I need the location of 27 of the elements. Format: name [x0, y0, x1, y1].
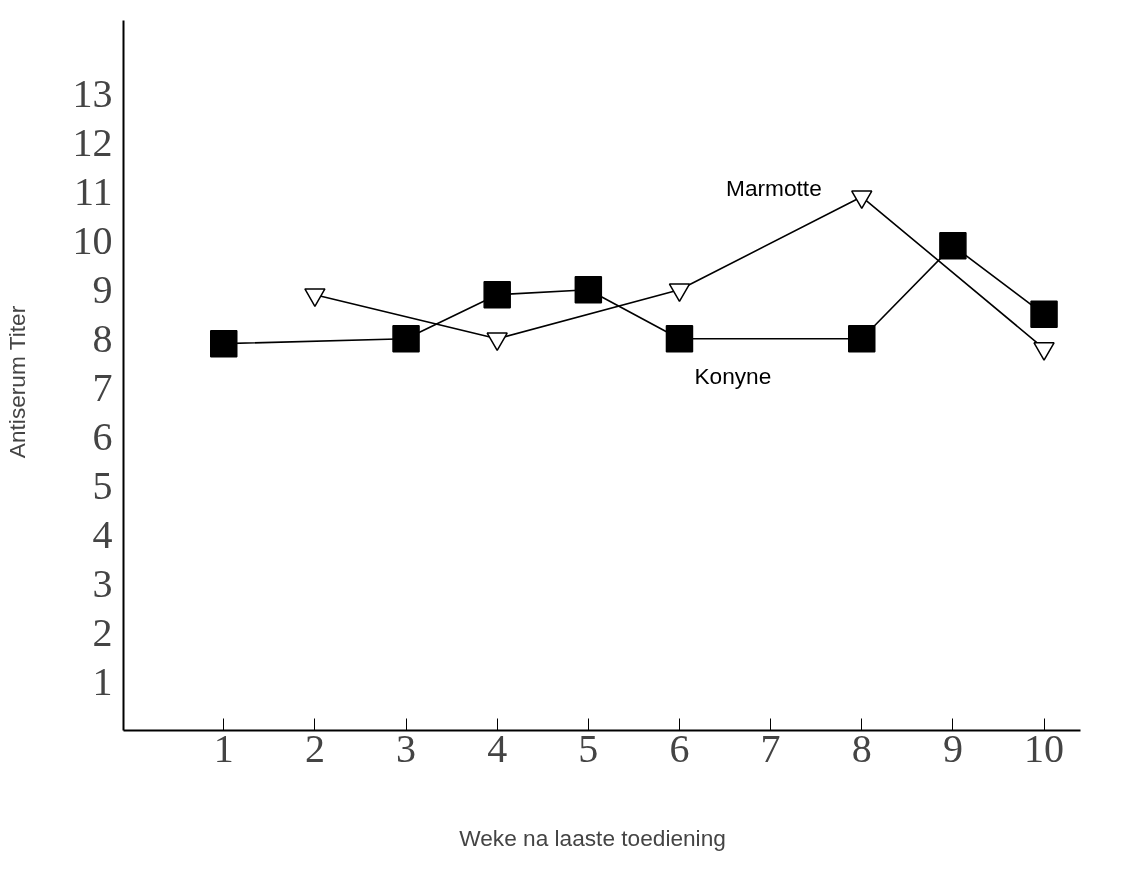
y-tick-label: 8 [92, 315, 113, 361]
x-axis-title: Weke na laaste toediening [459, 824, 726, 851]
y-tick-label: 5 [92, 462, 113, 508]
x-tick-label: 5 [578, 725, 599, 771]
y-tick-label: 1 [92, 658, 113, 704]
y-tick-label: 4 [92, 511, 113, 557]
x-tick-label: 9 [942, 725, 963, 771]
y-tick-label: 9 [92, 266, 113, 312]
y-tick-label: 3 [92, 560, 113, 606]
x-tick-label: 1 [213, 725, 234, 771]
y-tick-label: 13 [72, 70, 113, 116]
x-tick-label: 3 [396, 725, 417, 771]
x-tick-label: 7 [760, 725, 781, 771]
x-tick-label: 4 [487, 725, 508, 771]
y-tick-label: 6 [92, 413, 113, 459]
y-tick-label: 11 [73, 168, 113, 214]
series-label: Marmotte [726, 174, 822, 201]
x-tick-label: 10 [1024, 725, 1065, 771]
x-tick-label: 2 [304, 725, 325, 771]
y-tick-label: 10 [72, 217, 113, 263]
series-label: Konyne [694, 362, 772, 389]
y-axis-title: Antiserum Titer [3, 305, 30, 459]
x-tick-label: 6 [669, 725, 690, 771]
x-tick-label: 8 [851, 725, 872, 771]
y-tick-label: 2 [92, 609, 113, 655]
y-tick-label: 12 [72, 119, 113, 165]
y-tick-label: 7 [92, 364, 113, 410]
